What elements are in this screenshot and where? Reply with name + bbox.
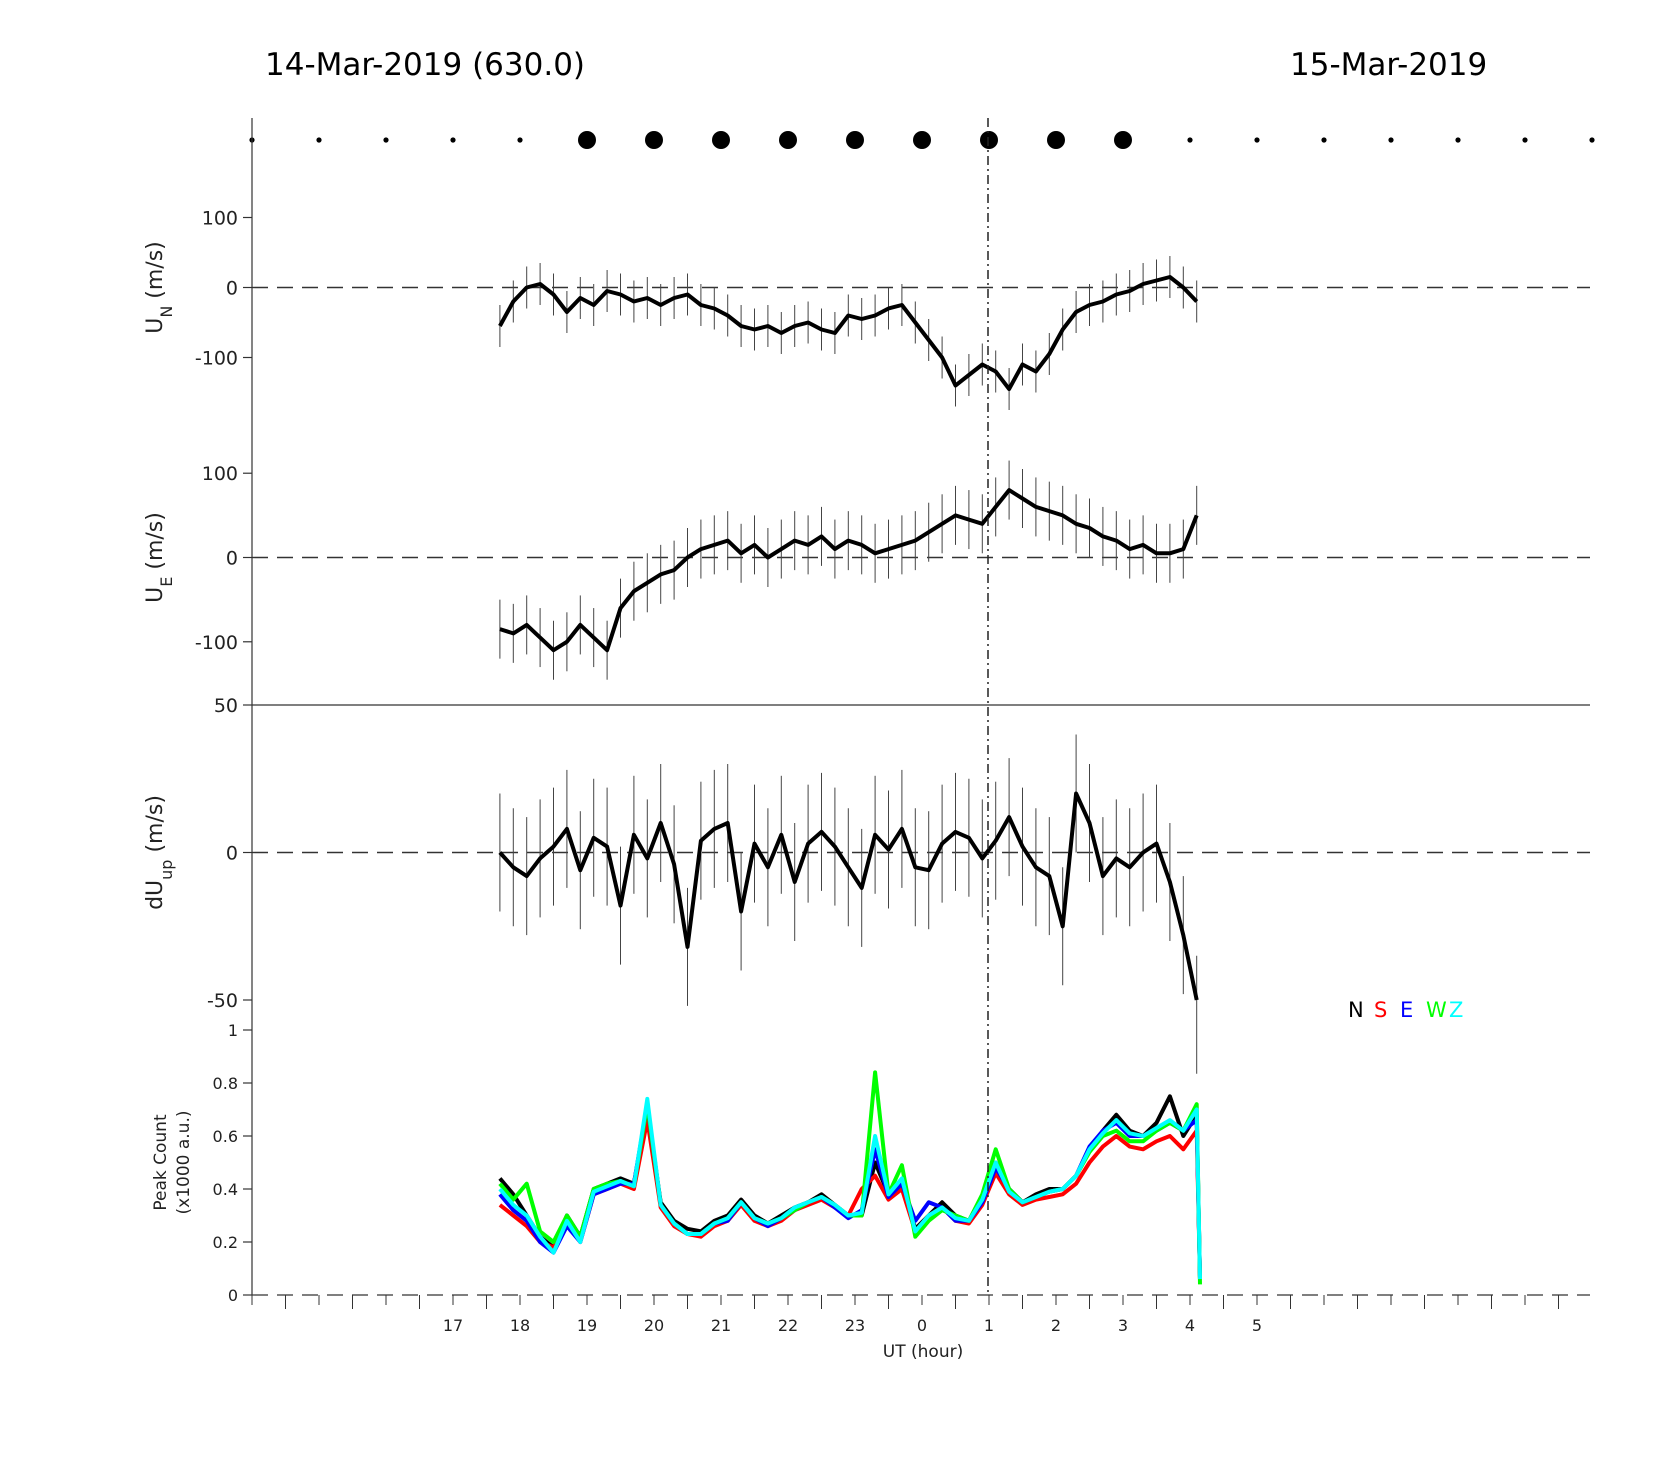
cloud-marker (1388, 137, 1394, 143)
data-series-line (499, 488, 1199, 653)
legend-entry-W: W (1426, 998, 1447, 1022)
y-tick-label: 50 (214, 695, 238, 717)
x-tick-label: 21 (711, 1316, 731, 1335)
legend-entry-Z: Z (1449, 998, 1463, 1022)
y-axis-unit-label: (x1000 a.u.) (174, 1111, 194, 1215)
cloud-marker (1114, 131, 1132, 149)
cloud-indicator-panel (249, 131, 1595, 149)
x-tick-label: 17 (443, 1316, 463, 1335)
cloud-marker (913, 131, 931, 149)
series-line-Z (498, 1096, 1202, 1280)
cloud-marker (779, 131, 797, 149)
y-axis-label: dUup (m/s) (143, 795, 176, 910)
y-tick-label: 0 (226, 278, 238, 300)
x-tick-label: 0 (917, 1316, 927, 1335)
y-tick-label: -100 (195, 348, 238, 370)
y-tick-label: 0 (226, 548, 238, 570)
cloud-marker (1589, 137, 1595, 143)
un-panel: 100 0 -100 UN (m/s) (143, 208, 1590, 410)
y-tick-label: -50 (207, 990, 238, 1012)
x-tick-label: 3 (1118, 1316, 1128, 1335)
x-tick-label: 22 (778, 1316, 798, 1335)
y-tick-label: 100 (202, 463, 238, 485)
cloud-marker (450, 137, 456, 143)
cloud-marker (383, 137, 389, 143)
cloud-marker (846, 131, 864, 149)
cloud-marker (578, 131, 596, 149)
series-line-E (498, 1102, 1202, 1280)
y-tick-label: 0 (226, 843, 238, 865)
right-date-title: 15-Mar-2019 (1290, 47, 1487, 83)
cloud-marker (1254, 137, 1260, 143)
left-date-title: 14-Mar-2019 (630.0) (265, 47, 585, 83)
y-axis-label: Peak Count (151, 1114, 171, 1211)
x-tick-label: 5 (1252, 1316, 1262, 1335)
legend-entry-N: N (1348, 998, 1364, 1022)
cloud-marker (1321, 137, 1327, 143)
data-series-line (498, 791, 1199, 1001)
y-axis-label: UN (m/s) (143, 241, 176, 334)
y-tick-label: 0.6 (213, 1127, 238, 1146)
legend-entry-S: S (1374, 998, 1387, 1022)
series-line-W (498, 1070, 1202, 1285)
x-tick-label: 2 (1051, 1316, 1061, 1335)
dup-panel: 50 0 -50 dUup (m/s) (143, 695, 1590, 1074)
y-tick-label: -100 (195, 632, 238, 654)
x-tick-label: 4 (1185, 1316, 1195, 1335)
cloud-marker (1455, 137, 1461, 143)
cloud-marker (980, 131, 998, 149)
y-tick-label: 0.2 (213, 1233, 238, 1252)
y-tick-label: 1 (228, 1021, 238, 1040)
x-tick-label: 20 (644, 1316, 664, 1335)
x-tick-label: 19 (577, 1316, 597, 1335)
data-series-line (498, 275, 1199, 391)
cloud-marker (1522, 137, 1528, 143)
x-tick-label: 1 (984, 1316, 994, 1335)
cloud-marker (1187, 137, 1193, 143)
cloud-marker (1047, 131, 1065, 149)
cloud-marker (517, 137, 523, 143)
y-tick-label: 0 (228, 1286, 238, 1305)
x-tick-label: 18 (510, 1316, 530, 1335)
x-axis-label: UT (hour) (883, 1342, 963, 1362)
cloud-marker (712, 131, 730, 149)
y-tick-label: 0.8 (213, 1074, 238, 1093)
ue-panel: 100 0 -100 UE (m/s) (143, 460, 1590, 680)
cloud-marker (645, 131, 663, 149)
cloud-marker (316, 137, 322, 143)
y-tick-label: 100 (202, 208, 238, 230)
y-tick-label: 0.4 (213, 1180, 238, 1199)
legend-entry-E: E (1400, 998, 1413, 1022)
x-tick-label: 23 (845, 1316, 865, 1335)
y-axis-label: UE (m/s) (143, 512, 176, 603)
